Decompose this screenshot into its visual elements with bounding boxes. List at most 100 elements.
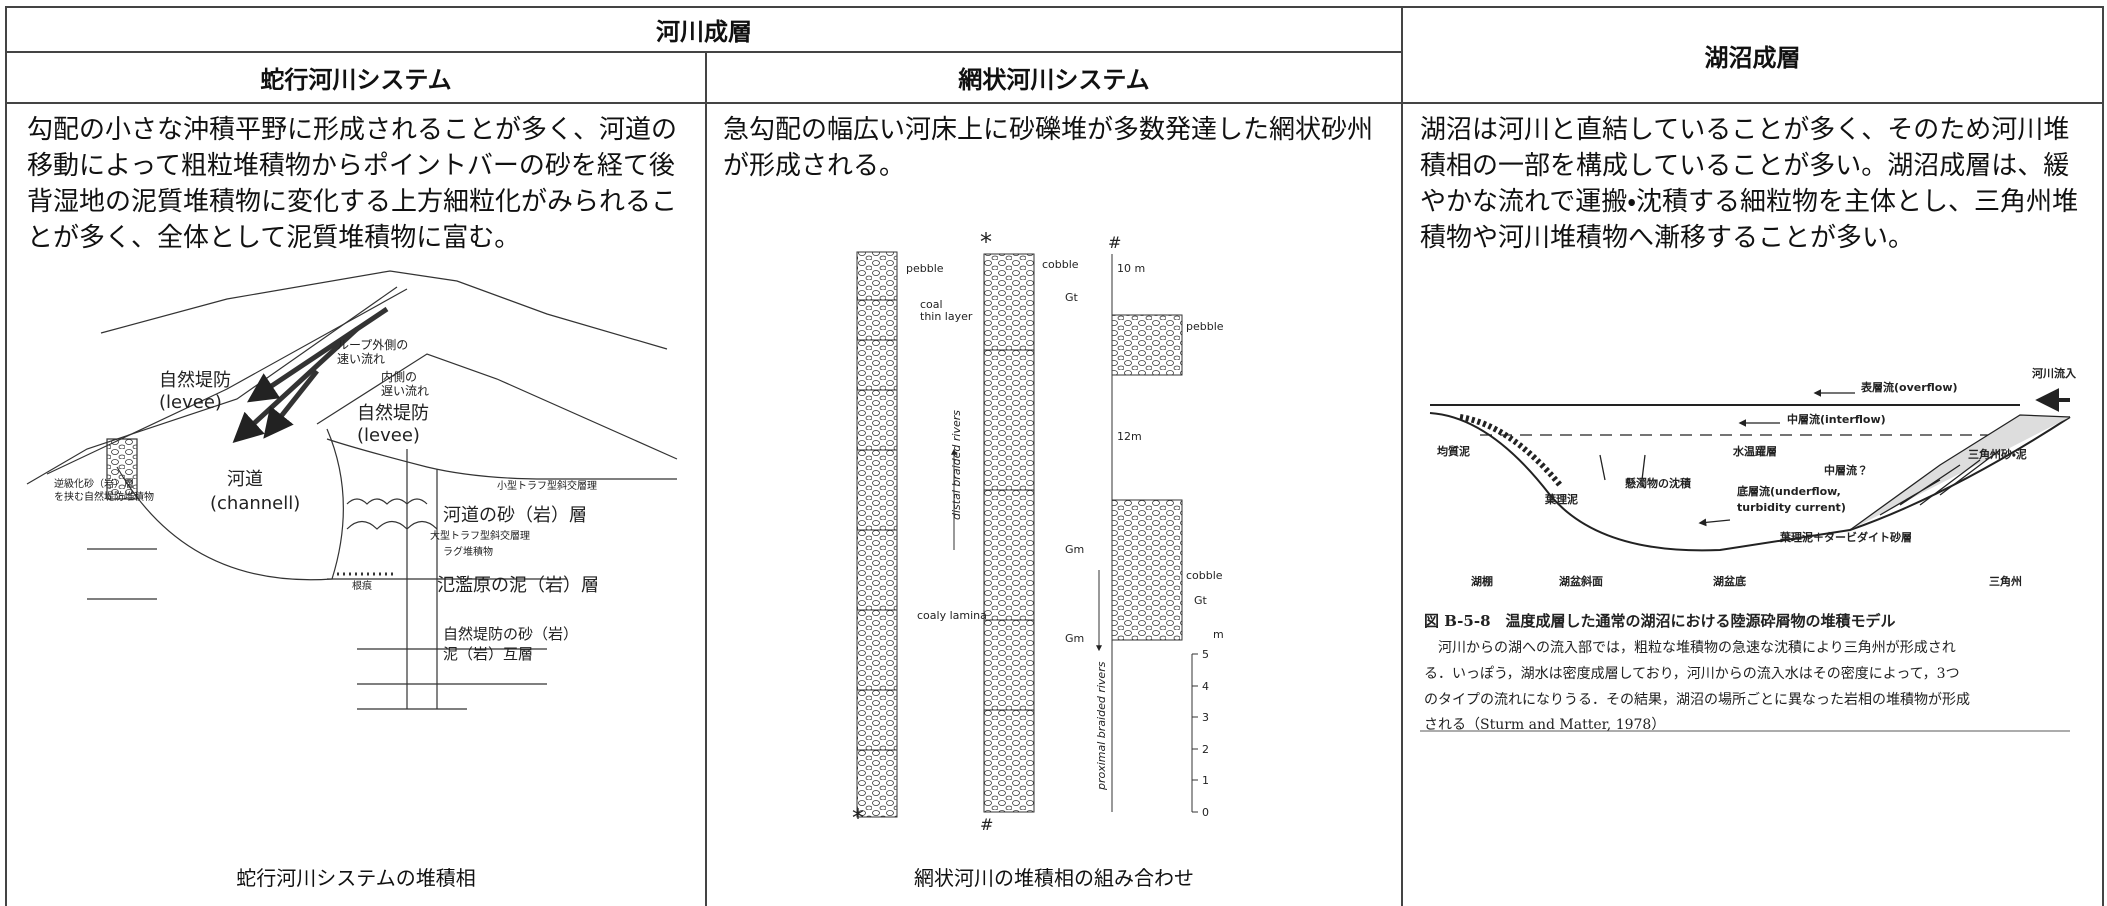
levee-right <box>316 353 678 460</box>
group-header: 河川成層 <box>656 18 752 46</box>
flow-arrow <box>1698 518 1731 527</box>
column-header: 網状河川システム <box>958 65 1150 94</box>
figure-label: pebble <box>906 262 944 275</box>
figure-label: を挟む自然堤防堆積物 <box>54 490 154 503</box>
figure-caption: る．いっぽう，湖水は密度成層しており，河川からの流入水はその密度によって，3つ <box>1424 666 1960 682</box>
figure-label: Gm <box>1065 632 1084 645</box>
cross-bedding <box>346 498 438 530</box>
figure-label: * <box>852 804 864 832</box>
figure-label: 自然堤防 <box>357 403 429 424</box>
border <box>2102 6 2104 906</box>
bed <box>857 299 897 751</box>
figure-label: coaly lamina <box>917 609 987 622</box>
scale-label: 5 <box>1202 648 1209 661</box>
scale-bar <box>1191 653 1198 813</box>
flow-arrow <box>247 306 389 403</box>
body-text: 急勾配の幅広い河床上に砂礫堆が多数発達した網状砂州が形成される。 <box>723 115 1374 181</box>
figure-caption: 河川からの湖への流入部では，粗粒な堆積物の急速な沈積により三角州が形成され <box>1438 640 1956 656</box>
scale-label: 2 <box>1202 743 1209 756</box>
figure-label: Gm <box>1065 543 1084 556</box>
delta-layer <box>1879 449 2001 516</box>
figure-label: ループ外側の <box>337 338 408 352</box>
layer <box>326 438 677 480</box>
figure-label: coal <box>920 298 943 311</box>
figure-label: distal braided rivers <box>950 410 963 520</box>
figure-label: 泥（岩）互層 <box>443 645 533 663</box>
figure-label: 速い流れ <box>337 352 385 366</box>
figure-label: * <box>980 228 992 256</box>
figure-caption: のタイプの流れになりうる．その結果，湖沼の場所ごとに異なった岩相の堆積物が形成 <box>1424 692 1970 708</box>
figure-label: 自然堤防 <box>159 370 231 391</box>
figure-caption: 蛇行河川システムの堆積相 <box>236 866 476 890</box>
figure-label: 河道の砂（岩）層 <box>443 505 587 526</box>
hill-line <box>100 270 668 350</box>
figure-label: 氾濫原の泥（岩）層 <box>437 575 599 596</box>
figure-label: # <box>980 815 993 834</box>
meander-figure: 自然堤防 (levee) ループ外側の 速い流れ 内側の 遅い流れ 自然堤防 (… <box>26 270 678 710</box>
figure-caption-title: 図 B-5-8 温度成層した通常の湖沼における陸源砕屑物の堆積モデル <box>1424 612 1896 630</box>
figure-label: 水温躍層 <box>1732 444 1777 458</box>
figure-label: (levee) <box>357 425 420 446</box>
littoral <box>1459 414 1563 487</box>
figure-label: 小型トラフ型斜交層理 <box>497 479 597 492</box>
lake-figure: 河川流入 表層流(overflow) 中層流(interflow) 均質泥 水温… <box>1420 366 2076 733</box>
strata <box>106 438 138 500</box>
figure-label: 底層流(underflow, <box>1737 484 1841 498</box>
figure-label: 懸濁物の沈積 <box>1625 476 1692 490</box>
scale-label: 4 <box>1202 680 1209 693</box>
border <box>5 6 7 906</box>
figure-label: proximal braided rivers <box>1095 661 1108 791</box>
figure-label: m <box>1213 628 1224 641</box>
figure-label: (channell) <box>210 493 300 514</box>
figure-label: 10 m <box>1117 262 1145 275</box>
border <box>5 51 1402 53</box>
figure-label: (levee) <box>159 392 222 413</box>
body-text: 勾配の小さな沖積平野に形成されることが多く、河道の移動によって粗粒堆積物からポイ… <box>27 115 678 253</box>
flow-arrow <box>263 369 319 439</box>
figure-label: 中層流？ <box>1824 463 1868 477</box>
figure-label: 三角州 <box>1989 574 2022 588</box>
figure-label: 葉理泥 <box>1544 492 1578 506</box>
figure-label: 葉理泥＋タービダイト砂層 <box>1779 530 1912 544</box>
figure-label: 湖棚 <box>1471 574 1493 588</box>
figure-label: 中層流(interflow) <box>1787 412 1886 426</box>
braided-figure: pebble coal thin layer coaly lamina cobb… <box>852 228 1224 834</box>
figure-label: 河川流入 <box>2032 366 2076 380</box>
figure-label: # <box>1108 233 1121 252</box>
border <box>705 51 707 906</box>
figure-label: Gt <box>1194 594 1208 607</box>
figure-label: 逆級化砂（岩）層 <box>54 477 134 490</box>
scale-label: 3 <box>1202 711 1209 724</box>
channel <box>116 428 344 581</box>
figure-label: 湖盆底 <box>1713 574 1746 588</box>
figure-label: 内側の <box>381 370 417 384</box>
flow-arrow <box>232 327 359 444</box>
bed <box>1111 314 1183 376</box>
bed <box>1111 499 1183 641</box>
scale-label: 1 <box>1202 774 1209 787</box>
figure-label: 遅い流れ <box>381 384 429 398</box>
figure-label: 湖盆斜面 <box>1559 574 1603 588</box>
figure-label: ラグ堆積物 <box>443 545 493 558</box>
border <box>1401 6 1403 906</box>
column-header: 蛇行河川システム <box>260 65 452 94</box>
figure-label: pebble <box>1186 320 1224 333</box>
settling-arrow <box>1599 454 1646 481</box>
figure-caption: 網状河川の堆積相の組み合わせ <box>914 866 1194 890</box>
figure-label: 12m <box>1117 430 1142 443</box>
scale-label: 0 <box>1202 806 1209 819</box>
column-header: 湖沼成層 <box>1704 43 1801 72</box>
figure-label: turbidity current) <box>1737 501 1846 514</box>
figure-label: 表層流(overflow) <box>1860 380 1958 394</box>
figure-label: 根痕 <box>352 579 372 592</box>
figure-caption: される（Sturm and Matter, 1978） <box>1424 717 1665 733</box>
log-column <box>856 251 898 818</box>
bed <box>984 349 1034 711</box>
figure-label: cobble <box>1042 258 1079 271</box>
figure-label: Gt <box>1065 291 1079 304</box>
border <box>5 6 2104 8</box>
figure-label: 自然堤防の砂（岩） <box>443 625 578 643</box>
column-edge <box>406 449 438 709</box>
figure-label: 均質泥 <box>1437 444 1470 458</box>
